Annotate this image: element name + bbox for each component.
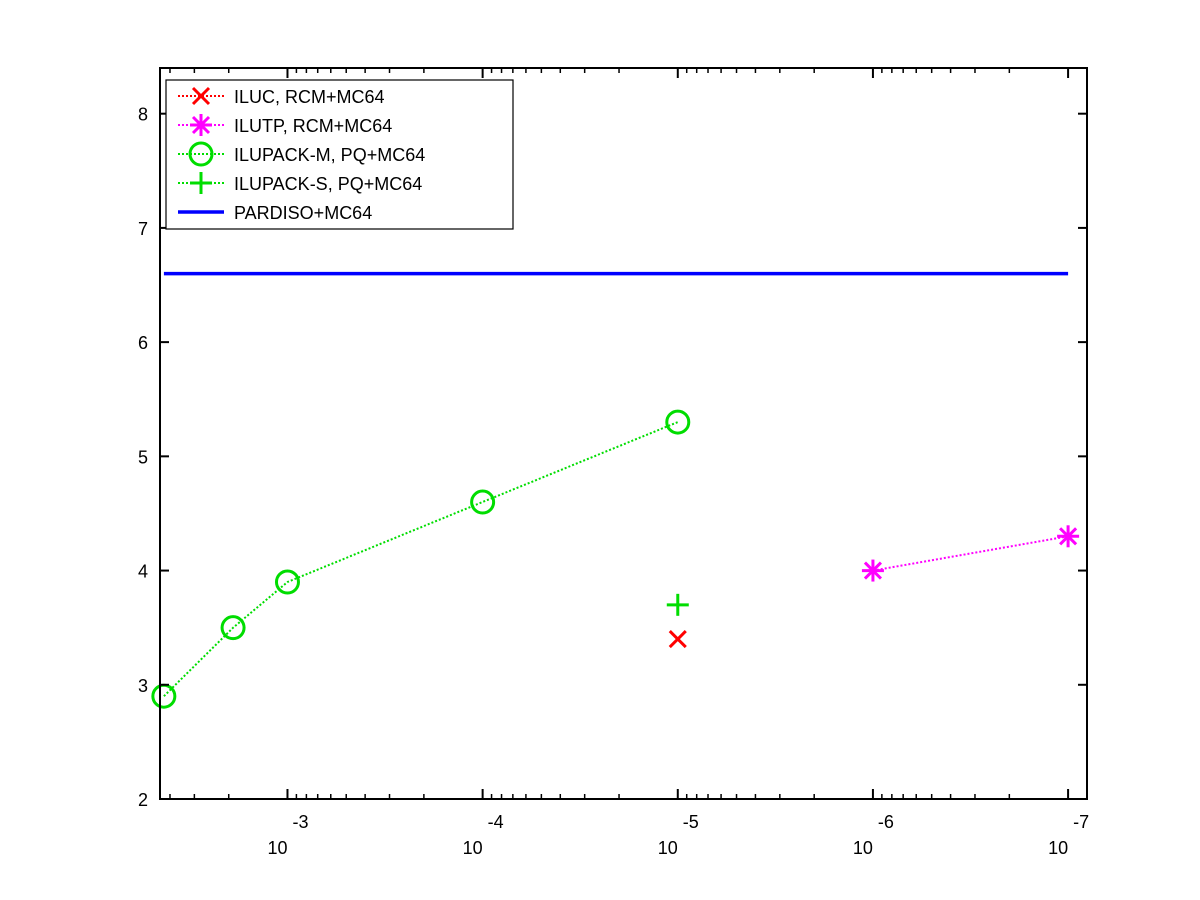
legend-label-2: ILUPACK-M, PQ+MC64 <box>234 145 425 165</box>
series-1-point-1-stroke-b <box>1059 527 1078 546</box>
legend-marker-3 <box>190 172 212 194</box>
x-tick-label-base-0: 10 <box>267 838 287 858</box>
series-3 <box>666 593 689 616</box>
y-tick-label-0: 2 <box>138 790 148 810</box>
series-2-point-2 <box>274 569 300 595</box>
legend-marker-1 <box>190 114 212 136</box>
series-2-point-4 <box>665 409 691 435</box>
series-1-point-0 <box>861 559 884 582</box>
y-tick-label-6: 8 <box>138 105 148 125</box>
x-tick-label-exponent-1: -4 <box>488 812 504 832</box>
x-tick-label-base-4: 10 <box>1048 838 1068 858</box>
x-tick-label-exponent-0: -3 <box>292 812 308 832</box>
legend-item-1: ILUTP, RCM+MC64 <box>178 114 392 136</box>
series-layer <box>151 271 1080 709</box>
y-tick-label-5: 7 <box>138 219 148 239</box>
legend: ILUC, RCM+MC64 ILUTP, RCM+MC64 ILUPACK-M, … <box>165 79 514 230</box>
axes-box <box>159 67 1088 800</box>
y-tick-label-1: 3 <box>138 676 148 696</box>
legend-label-0: ILUC, RCM+MC64 <box>234 87 385 107</box>
legend-marker-0 <box>191 86 211 106</box>
x-tick-label-exponent-3: -6 <box>878 812 894 832</box>
series-0 <box>668 630 687 649</box>
x-tick-label-base-2: 10 <box>658 838 678 858</box>
y-tick-label-3: 5 <box>138 447 148 467</box>
series-2-point-0 <box>151 683 177 709</box>
legend-item-0: ILUC, RCM+MC64 <box>178 86 385 107</box>
series-0-point-0 <box>668 630 687 649</box>
legend-label-3: ILUPACK-S, PQ+MC64 <box>234 174 422 194</box>
series-2 <box>151 409 691 709</box>
series-line-1 <box>872 535 1069 572</box>
x-tick-label-base-3: 10 <box>853 838 873 858</box>
series-1-point-0-stroke-b <box>863 561 882 580</box>
series-line-2 <box>163 421 679 697</box>
x-tick-label-exponent-4: -7 <box>1073 812 1089 832</box>
series-3-point-0 <box>666 593 689 616</box>
x-tick-label-exponent-2: -5 <box>683 812 699 832</box>
series-2-point-3 <box>470 489 496 515</box>
x-tick-label-base-1: 10 <box>463 838 483 858</box>
legend-marker-0-stroke-b <box>191 86 211 106</box>
legend-item-4: PARDISO+MC64 <box>178 203 372 223</box>
legend-marker-2 <box>188 141 214 167</box>
series-1-point-1 <box>1057 525 1080 548</box>
series-0-point-0-stroke-b <box>668 630 687 649</box>
legend-label-1: ILUTP, RCM+MC64 <box>234 116 392 136</box>
legend-label-4: PARDISO+MC64 <box>234 203 372 223</box>
legend-item-3: ILUPACK-S, PQ+MC64 <box>178 172 422 194</box>
series-2-point-1 <box>220 615 246 641</box>
legend-item-2: ILUPACK-M, PQ+MC64 <box>178 141 425 167</box>
series-1 <box>861 525 1080 582</box>
legend-marker-1-stroke-b <box>191 115 211 135</box>
y-tick-label-2: 4 <box>138 562 148 582</box>
y-tick-label-4: 6 <box>138 333 148 353</box>
